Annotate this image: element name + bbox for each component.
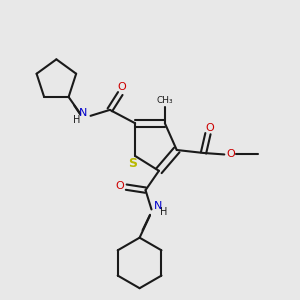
Text: N: N — [154, 202, 162, 212]
Text: H: H — [74, 115, 81, 125]
Text: S: S — [128, 157, 137, 170]
Text: O: O — [117, 82, 126, 92]
Text: CH₃: CH₃ — [157, 96, 173, 105]
Text: N: N — [79, 108, 87, 118]
Text: O: O — [205, 123, 214, 133]
Text: O: O — [115, 181, 124, 191]
Text: H: H — [160, 207, 168, 218]
Text: O: O — [226, 148, 235, 159]
